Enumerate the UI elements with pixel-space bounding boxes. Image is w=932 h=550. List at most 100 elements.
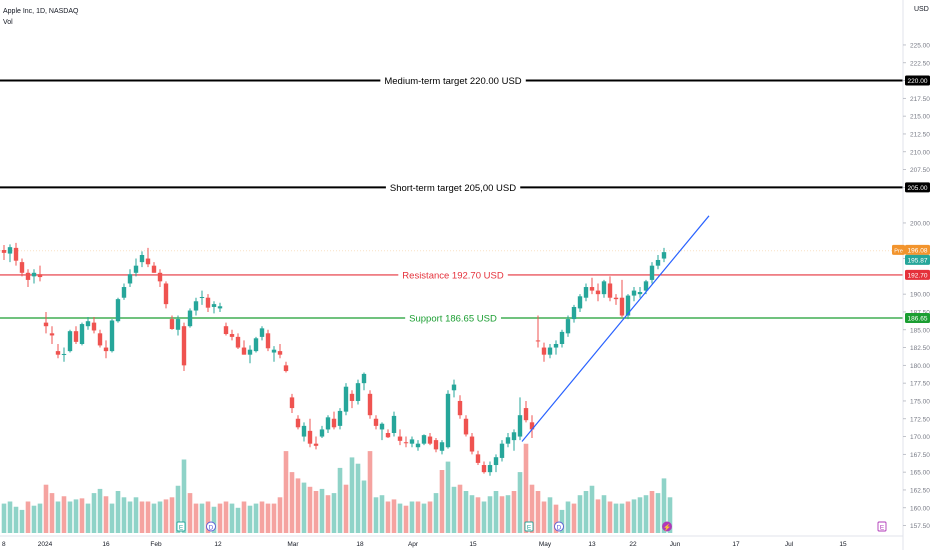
candle[interactable] (368, 394, 372, 415)
candle[interactable] (476, 454, 480, 463)
candle[interactable] (272, 350, 276, 353)
candle[interactable] (470, 437, 474, 452)
candle[interactable] (416, 444, 420, 448)
candle[interactable] (182, 326, 186, 365)
candle[interactable] (32, 273, 36, 277)
candle[interactable] (608, 283, 612, 297)
candle[interactable] (362, 374, 366, 383)
candle[interactable] (620, 298, 624, 316)
candle[interactable] (578, 296, 582, 308)
candle[interactable] (548, 348, 552, 355)
candle[interactable] (146, 259, 150, 265)
candle[interactable] (482, 465, 486, 472)
candle[interactable] (542, 348, 546, 355)
candle[interactable] (350, 394, 354, 401)
candle[interactable] (488, 465, 492, 472)
candle[interactable] (80, 324, 84, 344)
candle[interactable] (452, 385, 456, 391)
candle[interactable] (458, 401, 462, 415)
candle[interactable] (650, 266, 654, 280)
candle[interactable] (212, 304, 216, 307)
candle[interactable] (140, 255, 144, 262)
candle[interactable] (494, 457, 498, 465)
candle[interactable] (92, 323, 96, 331)
candle[interactable] (74, 331, 78, 342)
candle[interactable] (308, 431, 312, 444)
candle[interactable] (8, 247, 12, 253)
candle[interactable] (86, 321, 90, 326)
candle[interactable] (398, 437, 402, 441)
candle[interactable] (332, 419, 336, 428)
candle[interactable] (536, 340, 540, 341)
candle[interactable] (602, 281, 606, 294)
candle[interactable] (176, 319, 180, 330)
candle[interactable] (566, 319, 570, 333)
candle[interactable] (158, 273, 162, 282)
candle[interactable] (2, 250, 6, 253)
candle[interactable] (62, 354, 66, 355)
candle[interactable] (230, 334, 234, 337)
candle[interactable] (500, 444, 504, 458)
candle[interactable] (428, 437, 432, 444)
candle[interactable] (386, 433, 390, 437)
candle[interactable] (224, 326, 228, 334)
candle[interactable] (266, 333, 270, 348)
candle[interactable] (278, 351, 282, 355)
candle[interactable] (14, 248, 18, 261)
candle[interactable] (116, 299, 120, 321)
candle[interactable] (314, 444, 318, 446)
candle[interactable] (440, 442, 444, 451)
candle[interactable] (518, 415, 522, 436)
candle[interactable] (164, 283, 168, 304)
candle[interactable] (26, 273, 30, 280)
candle[interactable] (374, 419, 378, 426)
candle[interactable] (248, 350, 252, 355)
candle[interactable] (638, 292, 642, 294)
candle[interactable] (326, 417, 330, 429)
candle[interactable] (392, 416, 396, 433)
candle[interactable] (50, 333, 54, 335)
candle[interactable] (242, 348, 246, 355)
candle[interactable] (134, 266, 138, 273)
candle[interactable] (68, 331, 72, 351)
candle[interactable] (464, 419, 468, 435)
candle[interactable] (20, 262, 24, 273)
candle[interactable] (296, 419, 300, 428)
candle[interactable] (356, 383, 360, 401)
candle[interactable] (338, 411, 342, 426)
candle[interactable] (506, 437, 510, 443)
candle[interactable] (404, 442, 408, 443)
candle[interactable] (590, 287, 594, 291)
candle[interactable] (302, 426, 306, 437)
candle[interactable] (422, 435, 426, 444)
candle[interactable] (110, 321, 114, 352)
candle[interactable] (56, 351, 60, 355)
candle[interactable] (128, 274, 132, 283)
candle[interactable] (260, 328, 264, 337)
candle[interactable] (410, 439, 414, 443)
candle[interactable] (170, 319, 174, 329)
candle[interactable] (152, 266, 156, 273)
candle[interactable] (614, 298, 618, 299)
candle[interactable] (656, 260, 660, 266)
candle[interactable] (194, 301, 198, 310)
candle[interactable] (200, 297, 204, 298)
candle[interactable] (584, 287, 588, 298)
candle[interactable] (98, 333, 102, 345)
candle[interactable] (122, 287, 126, 298)
candle[interactable] (560, 332, 564, 344)
candle[interactable] (596, 291, 600, 295)
candle[interactable] (524, 408, 528, 420)
candle[interactable] (662, 252, 666, 258)
candle[interactable] (236, 337, 240, 348)
candle[interactable] (344, 387, 348, 412)
candle[interactable] (290, 397, 294, 408)
candle[interactable] (104, 348, 108, 352)
candle[interactable] (284, 365, 288, 371)
candle[interactable] (572, 307, 576, 319)
candle[interactable] (188, 311, 192, 327)
candle[interactable] (218, 306, 222, 308)
candle[interactable] (380, 424, 384, 430)
candle[interactable] (446, 394, 450, 447)
